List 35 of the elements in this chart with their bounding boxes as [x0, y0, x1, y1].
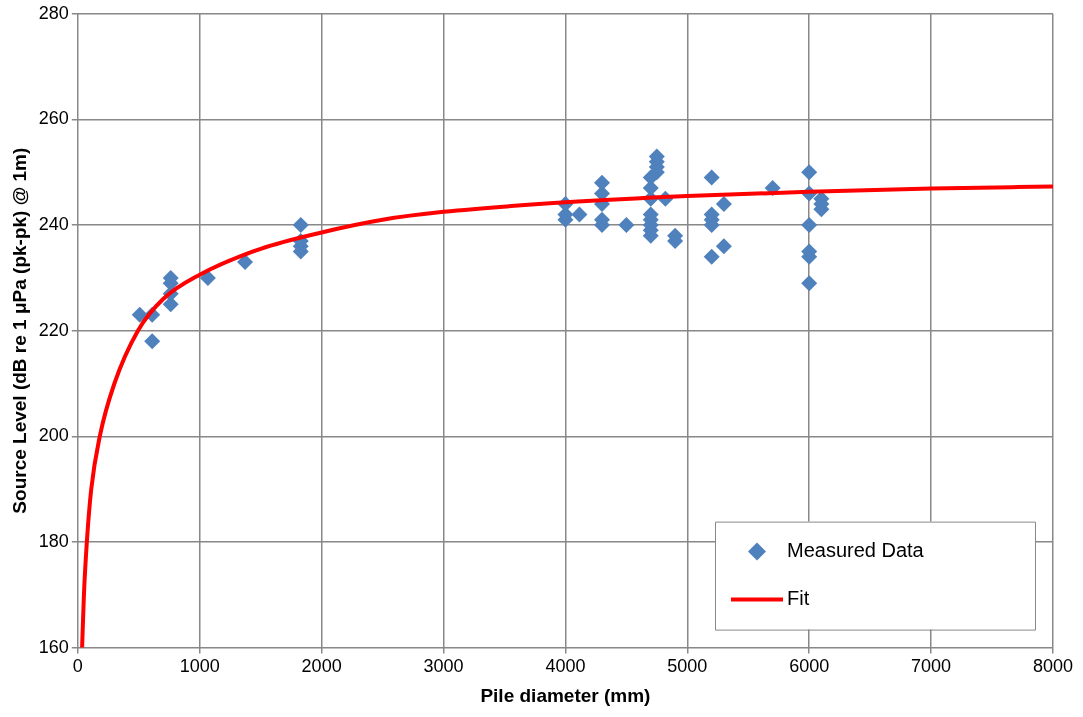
- x-tick-label: 1000: [179, 656, 220, 677]
- point: [703, 169, 720, 186]
- legend-label: Fit: [787, 587, 810, 610]
- point: [715, 238, 732, 255]
- point: [801, 164, 818, 181]
- point: [715, 195, 732, 212]
- legend-label: Measured Data: [787, 539, 925, 562]
- point: [571, 206, 588, 223]
- point: [131, 306, 148, 323]
- point: [237, 254, 254, 271]
- y-tick-label: 180: [38, 530, 69, 551]
- x-axis-title: Pile diameter (mm): [480, 684, 651, 706]
- y-axis-title: Source Level (dB re 1 μPa (pk-pk) @ 1m): [8, 147, 30, 514]
- x-tick-label: 7000: [911, 656, 952, 677]
- x-tick-label: 6000: [789, 656, 830, 677]
- x-tick-label: 5000: [667, 656, 708, 677]
- point: [593, 174, 610, 191]
- y-tick-label: 260: [38, 108, 69, 129]
- x-tick-label: 8000: [1032, 656, 1074, 677]
- point: [801, 217, 818, 234]
- point: [703, 248, 720, 265]
- y-tick-label: 160: [38, 636, 69, 657]
- point: [144, 333, 161, 350]
- y-tick-label: 280: [38, 2, 69, 23]
- point: [801, 275, 818, 292]
- point: [292, 217, 309, 234]
- x-tick-label: 3000: [423, 656, 464, 677]
- x-tick-label: 0: [72, 656, 83, 677]
- x-tick-label: 4000: [545, 656, 586, 677]
- point: [199, 269, 216, 286]
- y-tick-label: 200: [38, 425, 69, 446]
- point: [618, 217, 635, 234]
- y-tick-label: 240: [38, 214, 69, 235]
- x-tick-label: 2000: [301, 656, 342, 677]
- y-tick-label: 220: [38, 319, 69, 340]
